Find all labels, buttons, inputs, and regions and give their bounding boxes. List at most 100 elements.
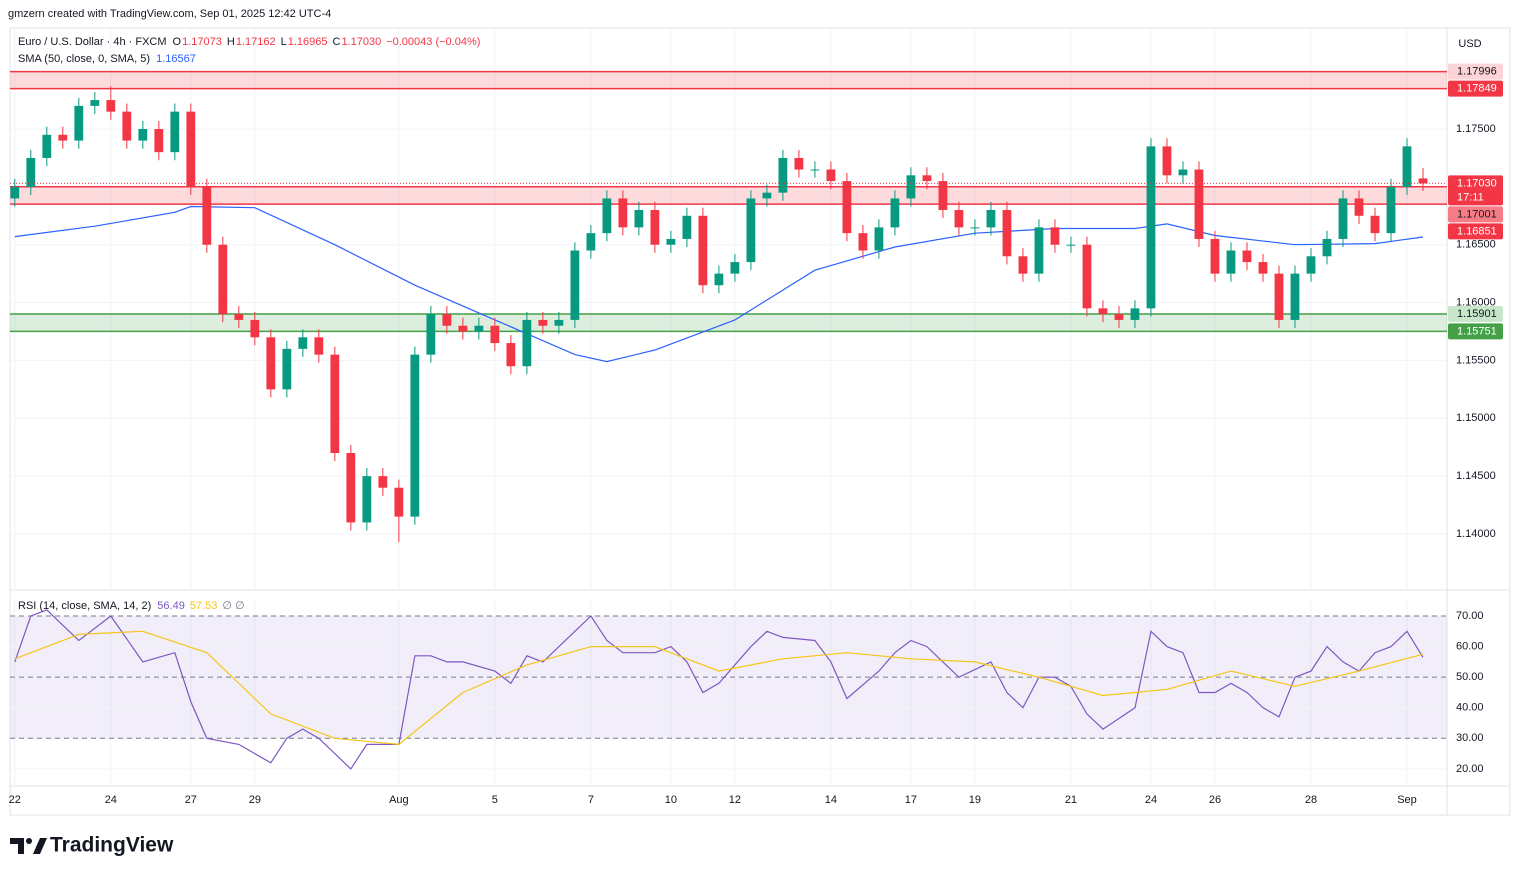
x-tick-label: 5	[492, 794, 498, 806]
x-tick-label: 24	[1145, 794, 1157, 806]
candle-body	[26, 157, 36, 187]
candle-body	[1066, 244, 1076, 246]
y-tick-label: 1.14000	[1456, 528, 1496, 540]
brand: TradingView	[50, 834, 174, 857]
currency[interactable]: USD	[1458, 38, 1481, 50]
price-badge-label: 1.17849	[1457, 83, 1497, 95]
candle-body	[1242, 250, 1252, 263]
y-tick-label: 1.16500	[1456, 239, 1496, 251]
y-tick-label: 1.15500	[1456, 354, 1496, 366]
candle-body	[554, 319, 564, 326]
candle-body	[1194, 169, 1204, 239]
y-tick-label: 40.00	[1456, 702, 1484, 714]
x-tick-label: 22	[9, 794, 21, 806]
x-tick-label: 21	[1065, 794, 1077, 806]
ohlc-key: O	[173, 36, 182, 48]
rsi-line	[14, 609, 1424, 770]
price-badge-label: 1.15901	[1457, 308, 1497, 320]
candle-body	[842, 181, 852, 234]
x-tick-label: Sep	[1397, 794, 1417, 806]
candle-body	[234, 314, 244, 320]
candle-body	[970, 227, 980, 229]
candle-body	[890, 198, 900, 228]
zone	[10, 186, 1447, 205]
candle-body	[906, 175, 916, 199]
candle-body	[762, 192, 772, 199]
candle-body	[90, 100, 100, 106]
y-tick-label: 1.15000	[1456, 412, 1496, 424]
candle-body	[218, 244, 228, 315]
candle-body	[1114, 314, 1124, 320]
candle-body	[506, 343, 516, 367]
candle-body	[58, 134, 68, 141]
candle-body	[1226, 250, 1236, 274]
candle-body	[794, 157, 804, 170]
x-tick-label: 14	[825, 794, 837, 806]
candle-body	[1274, 273, 1284, 320]
x-tick-label: 28	[1305, 794, 1317, 806]
rsi-value: 56.49	[157, 600, 185, 612]
candle-body	[378, 476, 388, 488]
rsi-sma-value: 57.53	[190, 600, 218, 612]
candle-body	[490, 325, 500, 344]
x-tick-label: 27	[185, 794, 197, 806]
candle-body	[394, 487, 404, 517]
candle-body	[1146, 146, 1156, 309]
candle-body	[954, 210, 964, 228]
candle-body	[266, 337, 276, 390]
candle-body	[170, 111, 180, 153]
change: −0.00043 (−0.04%)	[386, 36, 480, 48]
candle-body	[986, 210, 996, 228]
candle-body	[202, 186, 212, 245]
sma-line	[14, 205, 1424, 363]
ohlc-key: L	[281, 36, 287, 48]
x-tick-label: 29	[249, 794, 261, 806]
candle-body	[522, 319, 532, 367]
candle-body	[730, 262, 740, 274]
candle-body	[1290, 273, 1300, 320]
x-tick-label: 12	[729, 794, 741, 806]
x-tick-label: 17	[905, 794, 917, 806]
candle-body	[1050, 227, 1060, 245]
candle-body	[538, 319, 548, 326]
y-tick-label: 1.17500	[1456, 123, 1496, 135]
ohlc-value: 1.17162	[236, 36, 276, 48]
chart-frame	[9, 27, 1511, 816]
price-badge-label: 1.15751	[1457, 325, 1497, 337]
candle-body	[1018, 256, 1028, 274]
ohlc-value: 1.16965	[288, 36, 328, 48]
symbol-title: Euro / U.S. Dollar · 4h · FXCM	[18, 36, 167, 48]
price-pane	[10, 28, 1447, 590]
x-tick-label: 7	[588, 794, 594, 806]
candle-body	[1130, 308, 1140, 320]
candle-body	[1034, 227, 1044, 274]
x-tick-label: 26	[1209, 794, 1221, 806]
candle-body	[570, 250, 580, 320]
candle-body	[650, 210, 660, 245]
sma-name: SMA (50, close, 0, SMA, 5)	[18, 53, 150, 65]
price-badge-label: 17:11	[1457, 191, 1484, 203]
candle-body	[442, 314, 452, 326]
candle-body	[1306, 256, 1316, 274]
candle-body	[1354, 198, 1364, 216]
candle-body	[426, 314, 436, 355]
price-badge-label: 1.17996	[1457, 66, 1497, 78]
candle-body	[1162, 146, 1172, 176]
candle-body	[1258, 262, 1268, 274]
candle-body	[922, 175, 932, 182]
candle-body	[1322, 238, 1332, 257]
ohlc-key: C	[332, 36, 340, 48]
y-tick-label: 1.14500	[1456, 470, 1496, 482]
candle-body	[1002, 210, 1012, 257]
y-tick-label: 70.00	[1456, 610, 1484, 622]
candle-body	[714, 273, 724, 286]
y-tick-label: 1.16000	[1456, 296, 1496, 308]
price-badge-label: 1.17030	[1457, 177, 1497, 189]
sma-value: 1.16567	[156, 53, 196, 65]
price-badge	[1448, 175, 1503, 206]
candle-body	[282, 348, 292, 390]
candle-body	[122, 111, 132, 141]
candle-body	[1082, 244, 1092, 309]
price-badge	[1448, 63, 1503, 80]
